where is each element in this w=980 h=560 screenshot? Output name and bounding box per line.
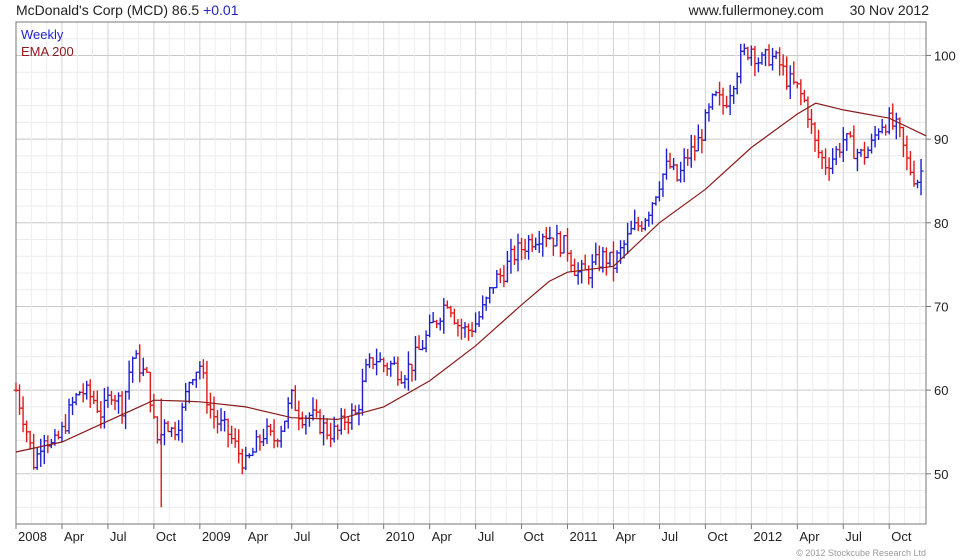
x-tick-label: Apr [432,529,453,544]
x-tick-label: 2008 [18,529,47,544]
x-tick-label: Apr [615,529,636,544]
plot-frame [15,21,927,525]
x-tick-label: Jul [294,529,311,544]
y-tick-label: 60 [934,383,948,398]
legend-weekly: Weekly [21,27,64,42]
chart-date: 30 Nov 2012 [849,2,929,18]
y-tick-label: 70 [934,299,948,314]
x-tick-label: Jul [478,529,495,544]
x-axis: 2008 Apr Jul Oct 2009 Apr Jul Oct 2010 Apr Jul Oct 2… [15,524,912,544]
x-tick-label: Jul [661,529,678,544]
x-tick-label: Oct [524,529,545,544]
y-tick-label: 80 [934,216,948,231]
x-tick-label: Oct [156,529,177,544]
x-tick-label: Jul [845,529,862,544]
x-tick-label: 2009 [202,529,231,544]
last-price: 86.5 [171,2,200,18]
website-link[interactable]: www.fullermoney.com [688,2,824,18]
x-tick-label: Oct [707,529,728,544]
company-name: McDonald's Corp (MCD) [16,2,169,18]
chart-header-meta: www.fullermoney.com 30 Nov 2012 [689,2,929,18]
y-tick-label: 100 [934,48,956,63]
x-tick-label: 2012 [753,529,782,544]
y-tick-label: 90 [934,132,948,147]
x-tick-label: Apr [799,529,820,544]
x-tick-label: Apr [64,529,85,544]
x-tick-label: 2011 [570,529,598,544]
x-tick-label: Jul [110,529,127,544]
x-tick-label: Oct [340,529,361,544]
x-tick-label: Apr [248,529,269,544]
legend-ema: EMA 200 [21,44,74,59]
chart-grid [15,21,926,525]
ema-200-line [15,102,927,453]
weekly-candles [13,43,924,508]
copyright-credit: © 2012 Stockcube Research Ltd [796,548,926,558]
x-tick-label: 2010 [386,529,415,544]
y-axis: 50 60 70 80 90 100 [926,48,956,482]
chart-header-title: McDonald's Corp (MCD) 86.5 +0.01 [16,2,239,18]
price-change: +0.01 [203,2,239,18]
x-tick-label: Oct [891,529,912,544]
y-tick-label: 50 [934,467,948,482]
